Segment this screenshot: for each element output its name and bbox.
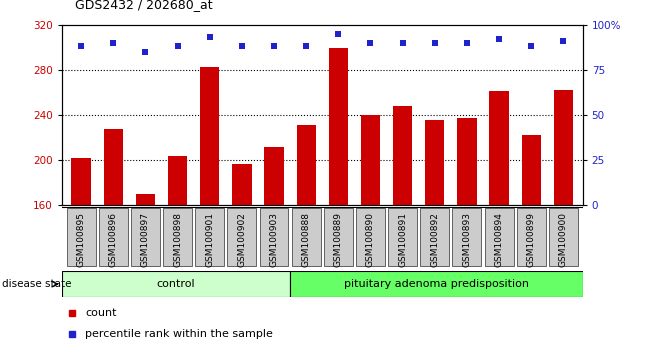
Point xyxy=(333,31,344,37)
Bar xyxy=(425,120,445,205)
Text: count: count xyxy=(85,308,117,318)
Bar xyxy=(136,194,155,205)
Bar xyxy=(104,129,123,205)
Bar xyxy=(195,208,224,266)
Bar xyxy=(163,208,192,266)
Bar xyxy=(554,90,573,205)
Text: GSM100888: GSM100888 xyxy=(301,212,311,267)
Bar xyxy=(393,106,412,205)
Bar xyxy=(296,125,316,205)
Text: GSM100901: GSM100901 xyxy=(205,212,214,267)
Bar xyxy=(549,208,578,266)
Bar xyxy=(131,208,160,266)
Bar xyxy=(329,48,348,205)
Bar xyxy=(324,208,353,266)
Point xyxy=(365,40,376,46)
Text: percentile rank within the sample: percentile rank within the sample xyxy=(85,329,273,339)
Point xyxy=(173,44,183,49)
Point xyxy=(108,40,118,46)
Point xyxy=(494,36,505,42)
Text: GSM100895: GSM100895 xyxy=(77,212,86,267)
Bar xyxy=(290,271,583,297)
Bar xyxy=(292,208,321,266)
Text: GSM100892: GSM100892 xyxy=(430,212,439,267)
Text: GSM100902: GSM100902 xyxy=(238,212,246,267)
Text: GSM100900: GSM100900 xyxy=(559,212,568,267)
Text: control: control xyxy=(156,279,195,289)
Text: GSM100891: GSM100891 xyxy=(398,212,407,267)
Bar xyxy=(356,208,385,266)
Text: GSM100890: GSM100890 xyxy=(366,212,375,267)
Point xyxy=(397,40,408,46)
Bar xyxy=(361,115,380,205)
Bar xyxy=(264,147,284,205)
Text: GSM100893: GSM100893 xyxy=(462,212,471,267)
Bar xyxy=(452,208,481,266)
Text: disease state: disease state xyxy=(2,279,72,289)
Text: pituitary adenoma predisposition: pituitary adenoma predisposition xyxy=(344,279,529,289)
Bar xyxy=(232,164,251,205)
Bar xyxy=(66,208,96,266)
Point xyxy=(301,44,311,49)
Point xyxy=(269,44,279,49)
Bar xyxy=(99,208,128,266)
Point xyxy=(558,38,568,44)
Point xyxy=(204,35,215,40)
Bar xyxy=(421,208,449,266)
Text: GSM100894: GSM100894 xyxy=(495,212,504,267)
Bar xyxy=(457,119,477,205)
Text: GSM100898: GSM100898 xyxy=(173,212,182,267)
Bar xyxy=(521,135,541,205)
Text: GSM100897: GSM100897 xyxy=(141,212,150,267)
Text: GSM100899: GSM100899 xyxy=(527,212,536,267)
Bar xyxy=(72,158,90,205)
Bar xyxy=(62,271,290,297)
Text: GSM100889: GSM100889 xyxy=(334,212,343,267)
Bar xyxy=(490,91,508,205)
Text: GSM100896: GSM100896 xyxy=(109,212,118,267)
Bar xyxy=(388,208,417,266)
Bar xyxy=(517,208,546,266)
Text: GSM100903: GSM100903 xyxy=(270,212,279,267)
Bar xyxy=(200,67,219,205)
Bar xyxy=(227,208,256,266)
Point xyxy=(462,40,472,46)
Point xyxy=(526,44,536,49)
Text: GDS2432 / 202680_at: GDS2432 / 202680_at xyxy=(75,0,212,11)
Bar xyxy=(168,156,187,205)
Bar xyxy=(260,208,288,266)
Point xyxy=(237,44,247,49)
Point xyxy=(140,49,150,55)
Point xyxy=(76,44,87,49)
Point xyxy=(430,40,440,46)
Bar xyxy=(484,208,514,266)
